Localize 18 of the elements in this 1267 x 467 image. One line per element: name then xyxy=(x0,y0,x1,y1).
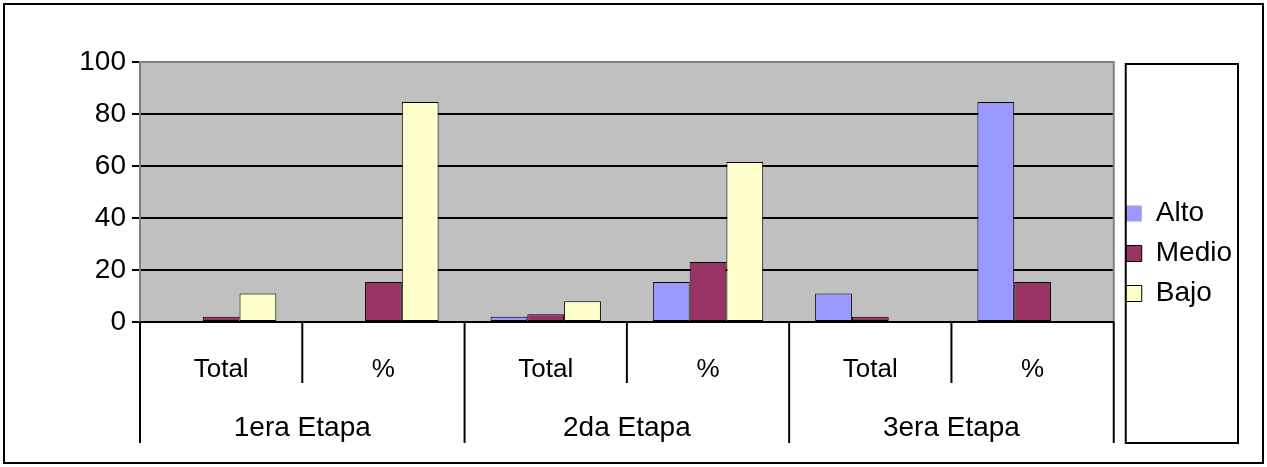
y-tick-label: 20 xyxy=(94,252,126,284)
x-tick-label: Total xyxy=(518,352,574,383)
legend-label: Medio xyxy=(1155,236,1232,268)
text: 3era Etapa xyxy=(882,410,1021,442)
x-tick-label: Total xyxy=(842,352,898,383)
x-tick-label: % xyxy=(371,352,395,383)
x-tick-label: % xyxy=(696,352,720,383)
legend-label: Alto xyxy=(1155,196,1204,228)
y-tick-label: 60 xyxy=(94,148,126,180)
y-tick-label: 80 xyxy=(94,96,126,128)
x-tick-label: % xyxy=(1021,352,1045,383)
text: 2da Etapa xyxy=(563,410,692,442)
y-tick-label: 0 xyxy=(110,304,126,336)
legend-label: Bajo xyxy=(1155,276,1212,308)
y-tick-label: 100 xyxy=(79,44,126,76)
x-tick-label: Total xyxy=(193,352,249,383)
y-tick-label: 40 xyxy=(94,200,126,232)
text: 1era Etapa xyxy=(233,410,372,442)
